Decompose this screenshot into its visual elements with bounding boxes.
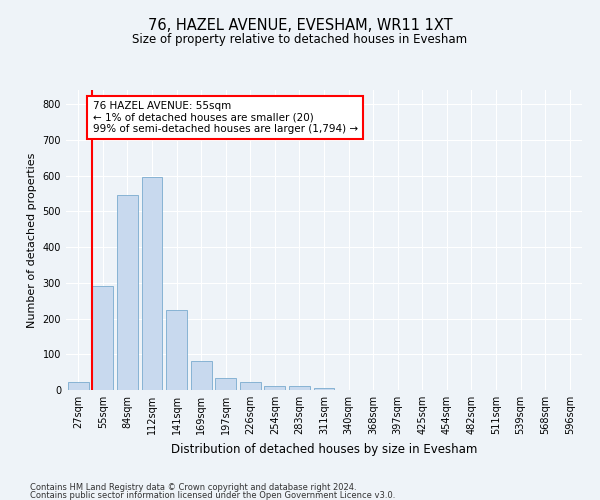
Bar [215, 378, 236, 390]
Text: Contains public sector information licensed under the Open Government Licence v3: Contains public sector information licen… [30, 490, 395, 500]
Bar [314, 388, 334, 390]
Bar [142, 177, 163, 390]
Text: 76 HAZEL AVENUE: 55sqm
← 1% of detached houses are smaller (20)
99% of semi-deta: 76 HAZEL AVENUE: 55sqm ← 1% of detached … [92, 100, 358, 134]
Bar [240, 382, 261, 390]
Bar [92, 286, 113, 390]
Y-axis label: Number of detached properties: Number of detached properties [27, 152, 37, 328]
Bar [68, 382, 89, 390]
Bar [191, 362, 212, 390]
Text: Contains HM Land Registry data © Crown copyright and database right 2024.: Contains HM Land Registry data © Crown c… [30, 484, 356, 492]
Bar [166, 310, 187, 390]
Text: 76, HAZEL AVENUE, EVESHAM, WR11 1XT: 76, HAZEL AVENUE, EVESHAM, WR11 1XT [148, 18, 452, 32]
Bar [265, 386, 286, 390]
Bar [289, 386, 310, 390]
Text: Size of property relative to detached houses in Evesham: Size of property relative to detached ho… [133, 32, 467, 46]
X-axis label: Distribution of detached houses by size in Evesham: Distribution of detached houses by size … [171, 442, 477, 456]
Bar [117, 194, 138, 390]
